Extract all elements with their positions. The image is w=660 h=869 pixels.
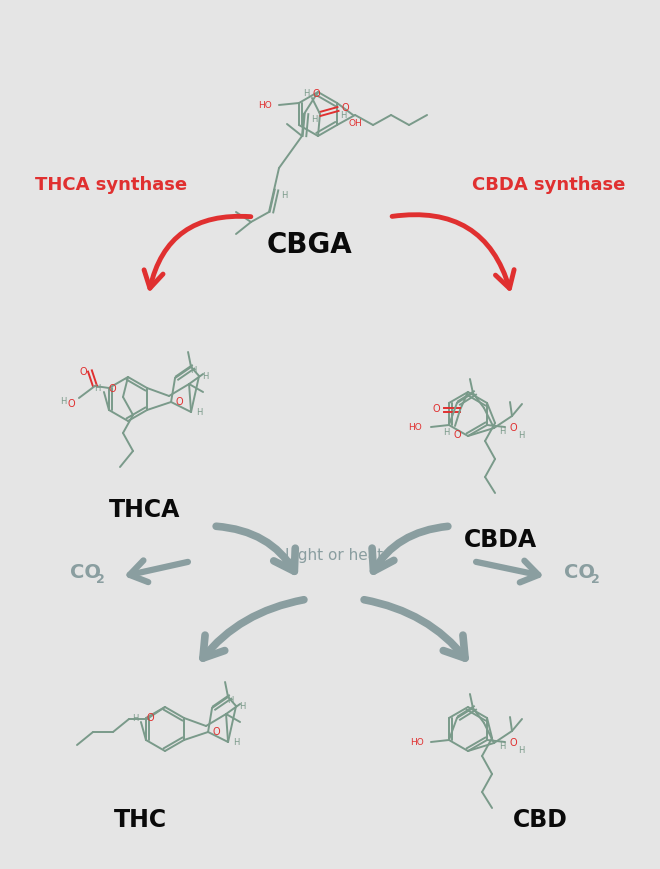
Text: O: O [510, 422, 517, 433]
FancyArrowPatch shape [364, 600, 465, 659]
Text: H: H [443, 428, 449, 437]
Text: H: H [499, 427, 505, 436]
Text: O: O [176, 396, 183, 407]
Text: H: H [132, 713, 138, 723]
Text: THCA: THCA [110, 497, 181, 521]
Text: CBD: CBD [513, 807, 568, 831]
Text: O: O [341, 103, 349, 113]
Text: H: H [518, 431, 524, 440]
Text: H: H [190, 366, 196, 375]
Text: O: O [146, 713, 154, 722]
Text: H: H [518, 746, 524, 754]
Text: CO: CO [564, 563, 595, 582]
Text: O: O [432, 403, 440, 414]
FancyArrowPatch shape [203, 600, 304, 659]
Text: H: H [340, 111, 347, 121]
Text: H: H [280, 191, 287, 200]
Text: HO: HO [258, 102, 272, 110]
FancyArrowPatch shape [129, 561, 188, 582]
Text: HO: HO [410, 738, 424, 746]
Text: 2: 2 [591, 573, 599, 586]
FancyArrowPatch shape [144, 217, 251, 289]
FancyArrowPatch shape [392, 216, 514, 289]
Text: Light or heat: Light or heat [285, 547, 383, 563]
Text: H: H [499, 741, 505, 751]
Text: CBDA: CBDA [463, 527, 537, 551]
Text: O: O [453, 429, 461, 440]
Text: H: H [202, 372, 209, 381]
Text: THCA synthase: THCA synthase [35, 176, 187, 194]
Text: CBDA synthase: CBDA synthase [472, 176, 625, 194]
Text: H: H [239, 701, 246, 711]
Text: H: H [303, 90, 309, 98]
Text: CBGA: CBGA [267, 231, 353, 259]
Text: H: H [94, 384, 100, 393]
FancyArrowPatch shape [216, 527, 295, 572]
Text: 2: 2 [96, 573, 104, 586]
Text: H: H [311, 116, 317, 124]
Text: H: H [233, 738, 239, 746]
Text: O: O [312, 89, 320, 99]
FancyArrowPatch shape [372, 527, 448, 572]
Text: HO: HO [408, 423, 422, 432]
Text: THC: THC [114, 807, 166, 831]
Text: O: O [67, 399, 75, 408]
Text: O: O [79, 367, 86, 376]
Text: O: O [213, 726, 220, 736]
Text: H: H [196, 408, 202, 417]
Text: OH: OH [348, 118, 362, 128]
FancyArrowPatch shape [476, 561, 539, 583]
Text: O: O [108, 383, 116, 394]
Text: CO: CO [69, 563, 100, 582]
Text: H: H [227, 696, 233, 705]
Text: H: H [60, 397, 66, 406]
Text: O: O [510, 737, 517, 747]
